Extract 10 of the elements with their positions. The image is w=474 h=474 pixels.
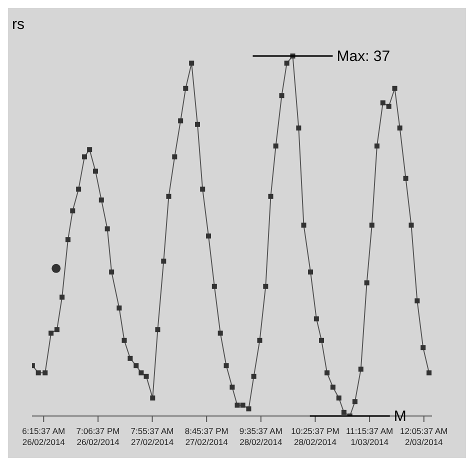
x-tick-label: 6:15:37 AM 26/02/2014 [22, 426, 66, 447]
annotation: Max: 37 [336, 48, 390, 65]
x-tick-label: 8:45:37 PM 27/02/2014 [184, 426, 228, 447]
x-tick-label: 9:35:37 AM 28/02/2014 [239, 426, 282, 447]
x-tick-label: 11:15:37 AM 1/03/2014 [346, 426, 394, 447]
x-tick-label: 12:05:37 AM 2/03/2014 [400, 426, 448, 447]
x-tick-label: 7:06:37 PM 26/02/2014 [76, 426, 120, 447]
x-tick-label: 10:25:37 PM 28/02/2014 [291, 426, 340, 447]
x-tick-label: 7:55:37 AM 27/02/2014 [130, 426, 174, 447]
text: rs [12, 16, 24, 33]
